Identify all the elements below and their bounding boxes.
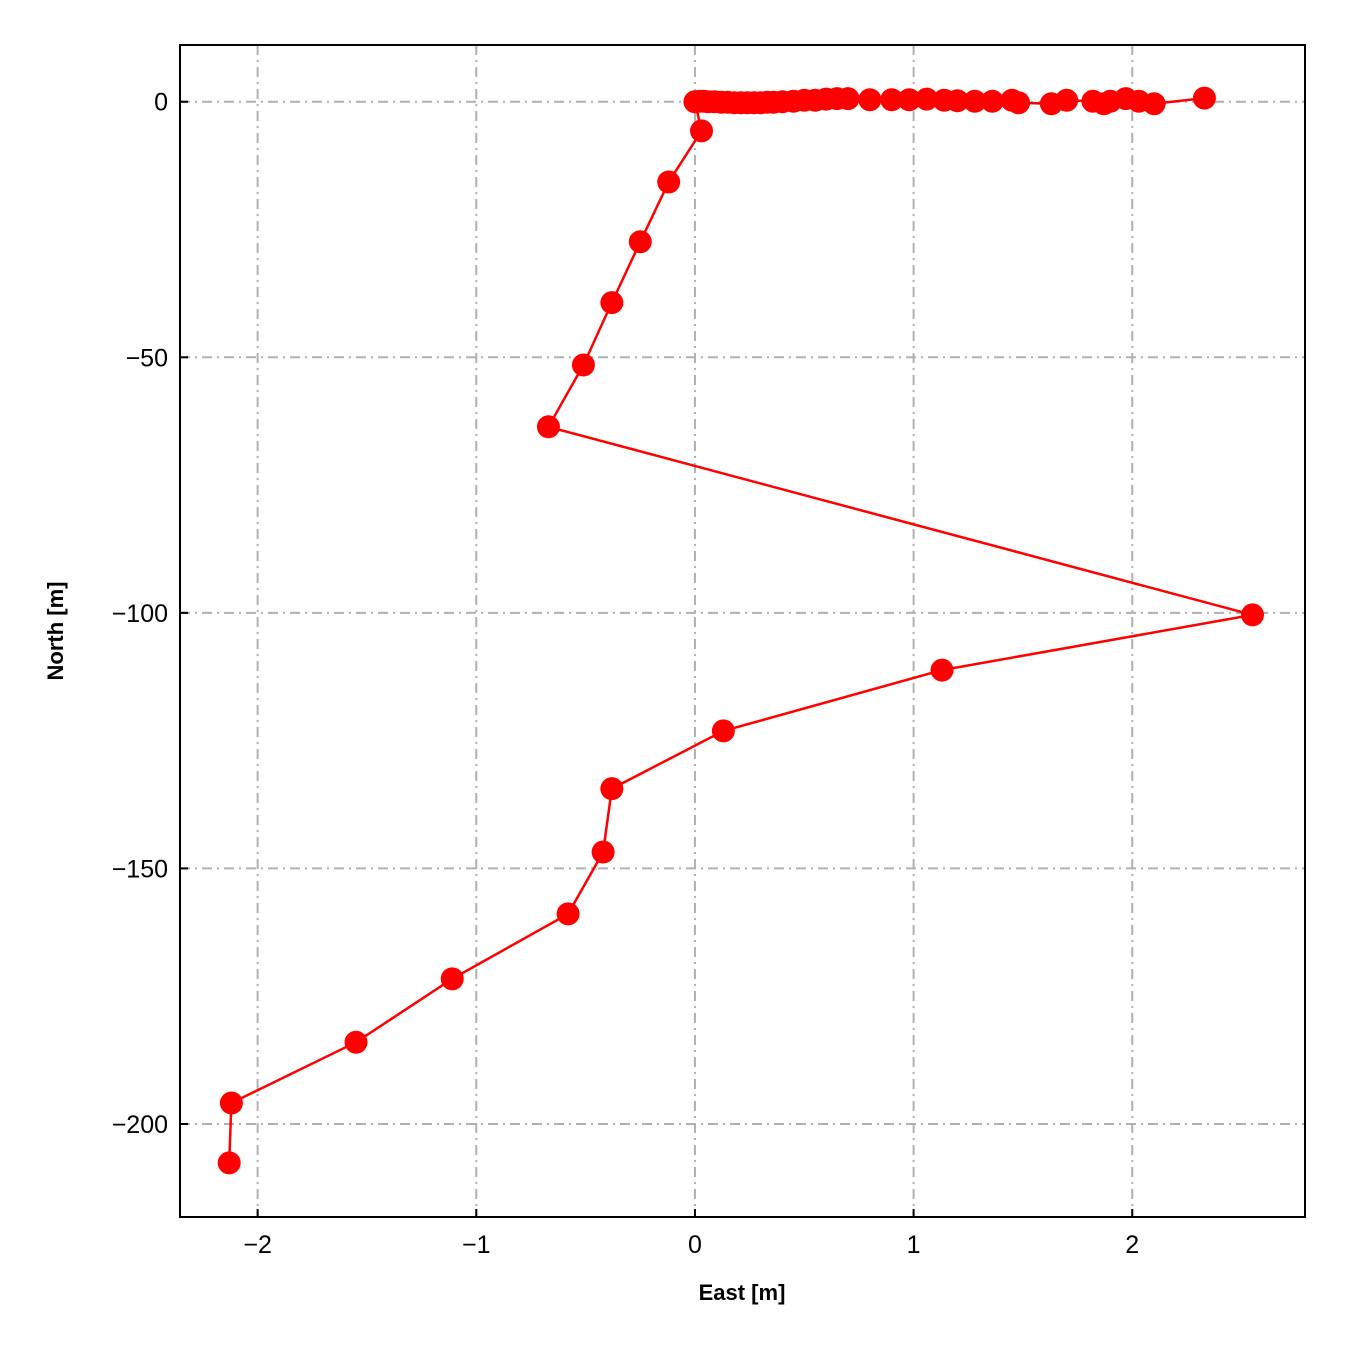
data-point — [690, 119, 714, 143]
data-point — [600, 777, 624, 801]
data-point — [1081, 89, 1105, 113]
data-point — [683, 90, 707, 114]
data-point — [930, 658, 954, 682]
data-point — [600, 291, 624, 315]
series-line — [227, 96, 1253, 1163]
data-point — [980, 89, 1004, 113]
data-point — [536, 415, 560, 439]
x-tick-label: 2 — [1125, 1231, 1139, 1259]
data-point — [628, 230, 652, 254]
data-point — [591, 840, 615, 864]
data-point — [344, 1030, 368, 1054]
data-point — [915, 87, 939, 111]
data-point — [440, 967, 464, 991]
data-point — [571, 353, 595, 377]
data-point — [711, 719, 735, 743]
data-point — [556, 902, 580, 926]
data-point — [1241, 603, 1265, 627]
x-axis-label: East [m] — [699, 1280, 786, 1305]
x-tick-label: 0 — [688, 1231, 702, 1259]
data-point — [858, 88, 882, 112]
y-tick-label: −50 — [126, 344, 168, 372]
axes-frame — [179, 44, 1306, 1218]
x-tick-label: −2 — [243, 1231, 272, 1259]
data-point — [217, 1151, 241, 1175]
grid — [180, 45, 1305, 1217]
y-tick-label: −200 — [112, 1111, 168, 1139]
y-tick-label: −100 — [112, 600, 168, 628]
y-tick-label: 0 — [154, 89, 168, 117]
data-point — [880, 88, 904, 112]
data-point — [897, 88, 921, 112]
data-point — [932, 88, 956, 112]
x-tick-label: 1 — [907, 1231, 921, 1259]
data-point — [963, 89, 987, 113]
x-tick-label: −1 — [462, 1231, 491, 1259]
plot-area — [217, 86, 1265, 1175]
data-point — [1000, 88, 1024, 112]
ticks: −2 −1 0 1 2 0 −50 −100 −150 −200 — [112, 89, 1140, 1259]
y-axis-label: North [m] — [43, 582, 68, 681]
y-tick-label: −150 — [112, 855, 168, 883]
data-point — [219, 1091, 243, 1115]
data-point — [1039, 92, 1063, 116]
data-point — [657, 170, 681, 194]
data-point — [1192, 86, 1216, 110]
